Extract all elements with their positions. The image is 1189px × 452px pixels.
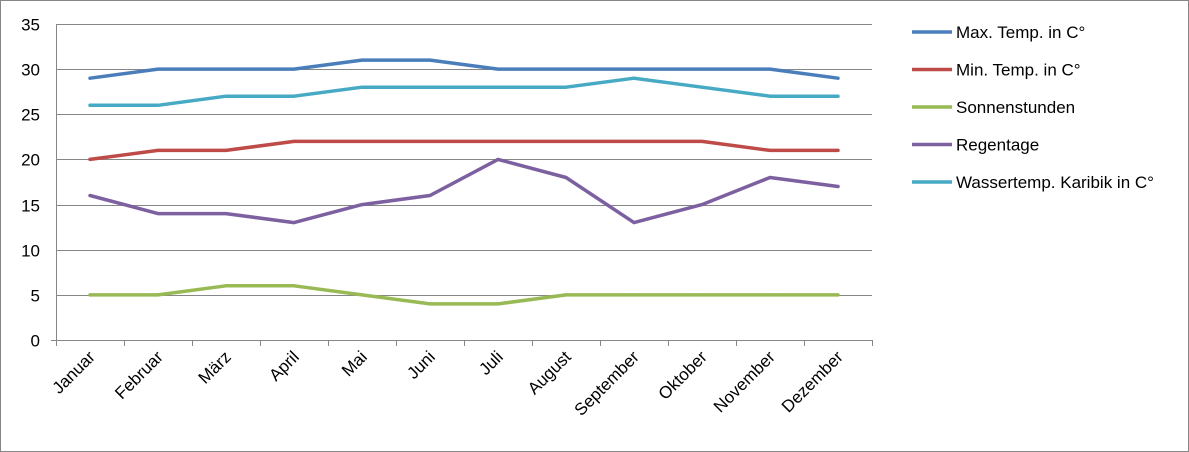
- data-point: [564, 85, 568, 89]
- x-tick-label: Oktober: [655, 347, 711, 403]
- data-point: [700, 85, 704, 89]
- data-point: [768, 94, 772, 98]
- y-tick-label: 0: [31, 332, 40, 351]
- data-point: [292, 139, 296, 143]
- x-tick-label: Mai: [338, 347, 371, 380]
- data-point: [360, 203, 364, 207]
- legend-label: Regentage: [956, 136, 1039, 155]
- x-tick-label: Juli: [475, 347, 506, 378]
- x-tick-label: August: [524, 347, 575, 398]
- x-tick-label: März: [195, 347, 235, 387]
- x-tick-label: September: [571, 347, 643, 419]
- data-point: [632, 221, 636, 225]
- x-tick-label: Februar: [111, 347, 167, 403]
- data-point: [224, 284, 228, 288]
- data-point: [224, 94, 228, 98]
- series-line-5: [88, 76, 840, 108]
- data-point: [88, 157, 92, 161]
- legend-label: Min. Temp. in C°: [956, 61, 1081, 80]
- data-point: [224, 67, 228, 71]
- data-point: [496, 157, 500, 161]
- y-tick-label: 35: [21, 16, 40, 35]
- data-point: [428, 139, 432, 143]
- data-point: [428, 58, 432, 62]
- data-point: [836, 94, 840, 98]
- data-point: [768, 293, 772, 297]
- data-point: [700, 67, 704, 71]
- legend-label: Wassertemp. Karibik in C°: [956, 173, 1154, 192]
- x-axis-tick-labels: Januar Februar März April Mai Juni Juli AugustS…: [49, 347, 847, 419]
- data-point: [88, 293, 92, 297]
- y-tick-label: 10: [21, 242, 40, 261]
- data-point: [428, 302, 432, 306]
- data-point: [88, 194, 92, 197]
- data-point: [428, 194, 432, 197]
- y-tick-label: 25: [21, 106, 40, 125]
- series-lines: [88, 58, 840, 306]
- data-point: [496, 67, 500, 71]
- series-line-3: [88, 284, 840, 306]
- data-point: [632, 76, 636, 80]
- data-point: [496, 139, 500, 143]
- data-point: [292, 284, 296, 288]
- data-point: [428, 85, 432, 89]
- data-point: [632, 139, 636, 143]
- data-point: [156, 212, 160, 216]
- data-point: [632, 293, 636, 297]
- data-point: [360, 58, 364, 62]
- data-point: [768, 176, 772, 179]
- series-line-2: [88, 139, 840, 162]
- legend: Max. Temp. in C° Min. Temp. in C° Sonnenst…: [912, 23, 1154, 192]
- data-point: [292, 94, 296, 98]
- y-tick-label: 30: [21, 61, 40, 80]
- data-point: [88, 103, 92, 107]
- legend-label: Sonnenstunden: [956, 98, 1075, 117]
- x-tick-label: Juni: [403, 347, 438, 382]
- data-point: [836, 76, 840, 80]
- y-axis-tick-labels: 0 5 10 15 20 25 30 35: [21, 16, 40, 351]
- data-point: [224, 148, 228, 152]
- data-point: [360, 85, 364, 89]
- axes: [51, 24, 873, 346]
- x-tick-label: Dezember: [778, 347, 847, 416]
- data-point: [156, 67, 160, 71]
- data-point: [564, 176, 568, 179]
- data-point: [156, 103, 160, 107]
- data-point: [632, 67, 636, 71]
- x-tick-label: April: [265, 347, 302, 384]
- data-point: [836, 185, 840, 188]
- y-tick-label: 5: [31, 287, 40, 306]
- data-point: [292, 221, 296, 225]
- data-point: [360, 293, 364, 297]
- y-tick-label: 15: [21, 197, 40, 216]
- legend-label: Max. Temp. in C°: [956, 23, 1085, 42]
- data-point: [836, 293, 840, 297]
- data-point: [496, 302, 500, 306]
- x-tick-label: Januar: [49, 347, 99, 397]
- data-point: [700, 293, 704, 297]
- data-point: [564, 139, 568, 143]
- data-point: [224, 212, 228, 216]
- data-point: [564, 293, 568, 297]
- x-tick-label: November: [710, 347, 779, 416]
- data-point: [88, 76, 92, 80]
- data-point: [292, 67, 296, 71]
- data-point: [564, 67, 568, 71]
- data-point: [836, 148, 840, 152]
- data-point: [360, 139, 364, 143]
- series-line-1: [88, 58, 840, 80]
- data-point: [768, 148, 772, 152]
- data-point: [700, 203, 704, 207]
- series-line-4: [88, 157, 840, 225]
- data-point: [156, 148, 160, 152]
- data-point: [700, 139, 704, 143]
- data-point: [768, 67, 772, 71]
- data-point: [496, 85, 500, 89]
- y-tick-label: 20: [21, 151, 40, 170]
- data-point: [156, 293, 160, 297]
